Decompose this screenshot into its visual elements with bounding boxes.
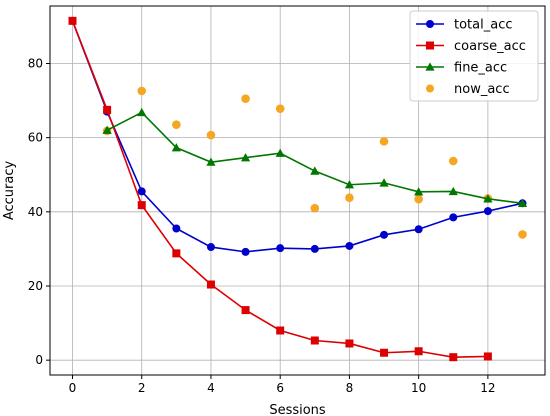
data-point-fine_acc (171, 143, 181, 152)
data-point-coarse_acc (414, 347, 423, 356)
data-point-coarse_acc (345, 339, 354, 348)
y-tick-label: 80 (28, 56, 43, 70)
data-point-fine_acc (102, 125, 112, 134)
ticks: 0 2 4 6 8 10 12 0 20 40 60 80 (28, 56, 496, 395)
x-tick-label: 8 (346, 381, 354, 395)
data-point-coarse_acc (310, 336, 319, 345)
series-layer (68, 16, 528, 362)
data-point-now_acc (137, 86, 147, 96)
data-point-total_acc (172, 224, 181, 233)
y-tick-label: 60 (28, 131, 43, 145)
data-point-total_acc (206, 243, 215, 252)
y-tick-label: 40 (28, 205, 43, 219)
legend-entry-fine_acc: fine_acc (416, 61, 507, 76)
legend-marker (425, 62, 435, 71)
data-point-fine_acc (517, 198, 528, 207)
data-point-now_acc (275, 104, 285, 114)
x-tick-label: 2 (138, 381, 146, 395)
data-point-now_acc (206, 130, 216, 140)
data-point-fine_acc (240, 153, 251, 162)
data-point-coarse_acc (206, 280, 215, 289)
x-tick-label: 10 (411, 381, 426, 395)
data-point-total_acc (276, 244, 285, 253)
legend-entry-now_acc: now_acc (426, 82, 510, 97)
series-coarse_acc (68, 16, 492, 362)
data-point-fine_acc (310, 166, 320, 175)
x-tick-label: 4 (207, 381, 215, 395)
legend-label: fine_acc (454, 61, 507, 76)
data-point-coarse_acc (483, 352, 492, 361)
data-point-total_acc (380, 230, 389, 239)
data-point-now_acc (518, 230, 527, 239)
data-point-fine_acc (448, 186, 458, 196)
data-point-coarse_acc (241, 306, 250, 315)
legend-entry-coarse_acc: coarse_acc (416, 39, 526, 54)
data-point-fine_acc (483, 194, 493, 203)
data-point-fine_acc (206, 157, 216, 166)
data-point-now_acc (172, 120, 181, 129)
data-point-now_acc (241, 94, 250, 104)
data-point-coarse_acc (68, 16, 77, 25)
x-tick-label: 12 (480, 381, 495, 395)
data-point-now_acc (414, 194, 423, 204)
data-point-total_acc (449, 213, 458, 222)
data-point-total_acc (241, 247, 250, 256)
data-point-now_acc (448, 156, 458, 166)
data-point-coarse_acc (137, 201, 146, 210)
y-axis-label: Accuracy (2, 161, 17, 221)
series-line-total_acc (71, 20, 523, 253)
x-tick-label: 0 (69, 381, 77, 395)
data-point-now_acc (379, 137, 389, 146)
data-point-coarse_acc (276, 326, 285, 335)
data-point-fine_acc (344, 180, 355, 189)
legend: total_acc coarse_acc fine_acc now_acc (409, 10, 539, 102)
x-tick-label: 6 (276, 381, 284, 395)
data-point-now_acc (310, 203, 320, 213)
data-point-fine_acc (379, 178, 389, 187)
data-point-now_acc (345, 193, 354, 203)
series-fine_acc (102, 107, 528, 207)
data-point-fine_acc (137, 107, 147, 117)
data-point-coarse_acc (172, 249, 181, 258)
data-point-fine_acc (275, 148, 285, 157)
data-point-fine_acc (414, 187, 424, 196)
legend-label: coarse_acc (454, 39, 526, 54)
legend-marker (426, 20, 434, 28)
data-point-total_acc (345, 241, 354, 250)
data-point-total_acc (137, 187, 146, 196)
y-tick-label: 0 (35, 353, 43, 367)
legend-marker (426, 84, 434, 93)
data-point-coarse_acc (449, 353, 458, 362)
legend-box (409, 10, 539, 102)
legend-entry-total_acc: total_acc (416, 18, 513, 33)
legend-marker (426, 41, 434, 50)
data-point-coarse_acc (380, 348, 389, 357)
plot-frame (49, 5, 546, 376)
data-point-total_acc (414, 225, 423, 234)
legend-label: now_acc (454, 82, 510, 97)
data-point-total_acc (310, 244, 319, 253)
x-axis-label: Sessions (269, 403, 326, 416)
data-point-total_acc (483, 207, 492, 216)
data-point-coarse_acc (103, 105, 112, 114)
legend-label: total_acc (454, 18, 513, 33)
y-tick-label: 20 (28, 279, 43, 293)
